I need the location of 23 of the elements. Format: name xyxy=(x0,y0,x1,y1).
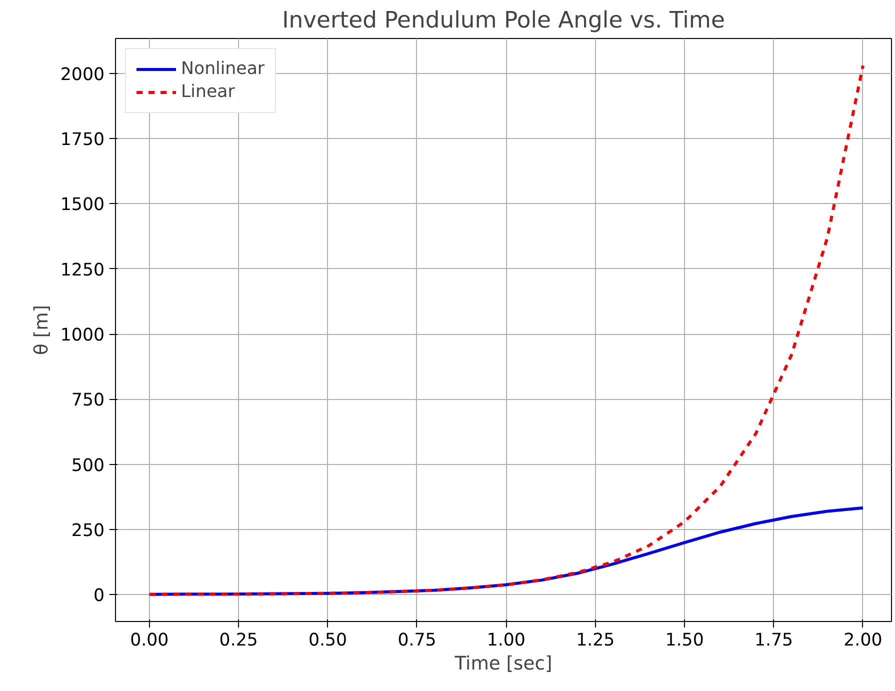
x-tick-label: 1.25 xyxy=(576,630,615,650)
legend-label: Nonlinear xyxy=(181,59,265,79)
x-tick-label: 1.75 xyxy=(754,630,794,650)
chart-title: Inverted Pendulum Pole Angle vs. Time xyxy=(282,8,725,34)
y-tick-label: 1000 xyxy=(60,326,105,346)
y-tick-label: 2000 xyxy=(60,64,105,85)
y-tick-label: 0 xyxy=(93,586,105,606)
y-tick-label: 500 xyxy=(71,456,105,476)
x-tick-label: 0.50 xyxy=(308,630,348,650)
y-tick-label: 1250 xyxy=(60,260,105,280)
y-tick-label: 1750 xyxy=(60,130,105,150)
y-axis-title: θ [m] xyxy=(31,304,52,356)
x-tick-label: 1.50 xyxy=(665,630,704,650)
x-tick-label: 0.00 xyxy=(130,630,169,650)
y-tick-label: 1500 xyxy=(60,195,105,216)
y-tick-label: 250 xyxy=(71,521,105,541)
x-tick-label: 0.75 xyxy=(398,630,436,650)
x-axis-title: Time [sec] xyxy=(454,654,552,674)
x-tick-label: 0.25 xyxy=(219,630,258,650)
x-tick-label: 1.00 xyxy=(486,630,526,650)
legend-label: Linear xyxy=(181,82,235,102)
y-tick-label: 750 xyxy=(71,390,105,411)
x-tick-label: 2.00 xyxy=(844,630,882,650)
